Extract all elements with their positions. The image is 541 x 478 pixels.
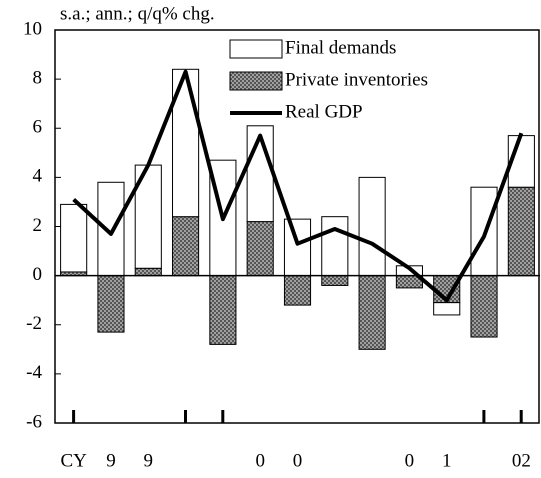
y-tick-label: 4: [33, 166, 43, 187]
bar: [97, 181, 125, 277]
legend-label: Private inventories: [285, 69, 428, 90]
bar: [321, 275, 349, 286]
legend-label: Real GDP: [285, 101, 363, 122]
x-tick-label: 9: [106, 450, 116, 471]
bar: [246, 221, 274, 277]
bar: [60, 203, 88, 273]
bar: [134, 267, 162, 277]
y-tick-label: -4: [26, 362, 42, 383]
x-tick-label: 9: [144, 450, 154, 471]
bar: [433, 302, 461, 316]
plot-frame: [54, 29, 540, 424]
bar: [321, 216, 349, 277]
y-tick-label: 8: [33, 67, 43, 88]
x-tick-label: 0: [293, 450, 303, 471]
y-tick-label: -6: [26, 411, 42, 432]
legend-swatch: [229, 71, 283, 91]
x-axis-ticks: [72, 410, 523, 423]
gdp-line: [72, 69, 524, 303]
legend-swatch: [229, 39, 283, 59]
bar: [283, 218, 312, 277]
bar: [507, 186, 535, 277]
bar: [246, 125, 274, 223]
y-tick-label: 10: [23, 18, 42, 39]
bar: [358, 275, 386, 350]
bar: [283, 275, 312, 306]
bar: [97, 275, 125, 333]
x-tick-label: 0: [255, 450, 265, 471]
legend-label: Final demands: [285, 37, 396, 58]
y-tick-label: -2: [26, 313, 42, 334]
subtitle: s.a.; ann.; q/q% chg.: [60, 3, 215, 24]
bar: [172, 216, 200, 277]
x-tick-label: 0: [405, 450, 415, 471]
y-tick-label: 0: [33, 264, 43, 285]
y-tick-label: 6: [33, 117, 43, 138]
y-tick-label: 2: [33, 215, 43, 236]
x-tick-label: CY: [60, 450, 87, 471]
bar: [209, 275, 237, 345]
bar: [470, 275, 498, 338]
x-tick-label: 02: [512, 450, 531, 471]
x-tick-label: 1: [442, 450, 452, 471]
bar: [358, 176, 386, 277]
